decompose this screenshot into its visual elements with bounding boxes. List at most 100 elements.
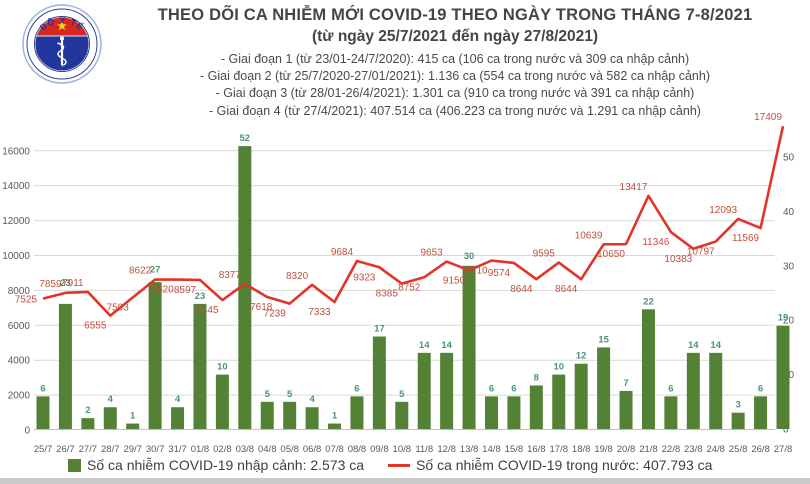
bar-label: 4 (309, 394, 315, 405)
bar-label: 23 (60, 278, 71, 289)
bar-label: 6 (758, 383, 763, 394)
line-label: 8752 (398, 282, 421, 293)
line-label: 8644 (555, 284, 578, 295)
svg-text:14/8: 14/8 (482, 444, 501, 455)
bar-27/7 (81, 418, 95, 429)
bar-30/7 (148, 282, 162, 429)
bar-20/8 (619, 390, 633, 429)
svg-text:2000: 2000 (8, 391, 31, 402)
svg-text:20: 20 (783, 316, 795, 327)
line-series (42, 125, 785, 317)
bar-01/8 (193, 303, 207, 429)
line-label: 10797 (687, 247, 715, 258)
logo-star-icon (57, 20, 67, 31)
bar-16/8 (529, 385, 543, 429)
domestic-line (42, 125, 785, 317)
bar-label: 2 (85, 405, 90, 416)
bar-label: 52 (240, 133, 251, 144)
line-label: 9574 (488, 268, 511, 279)
legend-imported: Số ca nhiễm COVID-19 nhập cảnh: 2.573 ca (68, 457, 364, 473)
bar-31/7 (171, 407, 185, 429)
svg-text:10/8: 10/8 (393, 444, 412, 455)
svg-text:27/8: 27/8 (774, 444, 793, 455)
phase-2-summary: - Giai đoạn 2 (từ 25/7/2020-27/01/2021):… (200, 69, 710, 84)
bar-label: 7 (623, 378, 628, 389)
line-label: 9323 (353, 272, 376, 283)
bar-label: 14 (441, 340, 452, 351)
svg-text:25/7: 25/7 (34, 444, 53, 455)
line-label: 7911 (62, 278, 84, 289)
phase-3-summary: - Giai đoạn 3 (từ 28/01-26/4/2021): 1.30… (215, 86, 695, 101)
legend-domestic-label: Số ca nhiễm COVID-19 trong nước: 407.793… (416, 457, 713, 473)
bar-label: 10 (553, 362, 564, 373)
svg-text:07/8: 07/8 (325, 444, 344, 455)
svg-text:08/8: 08/8 (348, 444, 367, 455)
line-label: 7239 (264, 309, 287, 320)
line-label: 9653 (421, 248, 444, 259)
bar-03/8 (238, 146, 252, 429)
bar-28/7 (103, 407, 117, 429)
svg-text:23/8: 23/8 (684, 444, 703, 455)
bar-label: 17 (374, 324, 385, 335)
bar-label: 1 (332, 411, 338, 422)
bar-26/8 (754, 396, 768, 429)
svg-text:11/8: 11/8 (415, 444, 433, 455)
bar-label: 1 (130, 411, 136, 422)
line-label: 7618 (250, 302, 273, 313)
bar-05/8 (283, 401, 297, 429)
svg-text:8000: 8000 (8, 286, 31, 297)
bar-label: 4 (108, 394, 114, 405)
legend-imported-swatch (68, 458, 81, 472)
svg-text:6000: 6000 (8, 321, 31, 332)
svg-text:20/8: 20/8 (617, 444, 636, 455)
bottom-strip (0, 478, 810, 484)
bar-label: 5 (287, 389, 293, 400)
line-label: 8320 (286, 271, 309, 282)
bar-label: 5 (265, 389, 271, 400)
bar-label: 23 (195, 291, 206, 302)
bar-label: 15 (598, 334, 609, 345)
logo-divider (35, 35, 89, 37)
bar-27/8 (776, 325, 790, 429)
bar-label: 6 (40, 383, 45, 394)
legend-domestic: Số ca nhiễm COVID-19 trong nước: 407.793… (388, 457, 712, 473)
svg-text:16/8: 16/8 (527, 444, 546, 455)
svg-text:14000: 14000 (2, 181, 30, 192)
bar-label: 6 (489, 383, 494, 394)
svg-text:17/8: 17/8 (550, 444, 569, 455)
page-subtitle: (từ ngày 25/7/2021 đến ngày 27/8/2021) (311, 28, 599, 45)
bar-09/8 (372, 336, 386, 429)
line-label: 12093 (709, 205, 737, 216)
bar-17/8 (552, 374, 566, 429)
bar-08/8 (350, 396, 364, 429)
phase-summaries: - Giai đoạn 1 (từ 23/01-24/7/2020): 415 … (108, 51, 802, 120)
svg-text:50: 50 (783, 153, 795, 164)
svg-text:22/8: 22/8 (662, 444, 681, 455)
svg-text:18/8: 18/8 (572, 444, 591, 455)
svg-text:09/8: 09/8 (370, 444, 389, 455)
line-label: 9595 (533, 249, 556, 260)
svg-text:40: 40 (783, 207, 795, 218)
svg-text:13/8: 13/8 (460, 444, 479, 455)
svg-text:06/8: 06/8 (303, 444, 322, 455)
svg-text:24/8: 24/8 (706, 444, 725, 455)
bar-label: 3 (736, 400, 741, 411)
svg-text:03/8: 03/8 (236, 444, 255, 455)
svg-text:30/7: 30/7 (146, 444, 165, 455)
bar-label: 6 (511, 383, 516, 394)
line-label: 10383 (664, 254, 692, 265)
svg-text:28/7: 28/7 (101, 444, 120, 455)
bar-18/8 (574, 363, 588, 429)
svg-text:31/7: 31/7 (168, 444, 187, 455)
svg-text:29/7: 29/7 (123, 444, 142, 455)
line-label: 8622 (129, 266, 152, 277)
bar-06/8 (305, 407, 319, 429)
bar-02/8 (215, 374, 229, 429)
page-title: THEO DÕI CA NHIỄM MỚI COVID-19 THEO NGÀY… (157, 6, 753, 24)
bar-series (36, 146, 790, 429)
svg-text:02/8: 02/8 (213, 444, 232, 455)
phase-4-summary: - Giai đoạn 4 (từ 27/4/2021): 407.514 ca… (209, 103, 701, 118)
